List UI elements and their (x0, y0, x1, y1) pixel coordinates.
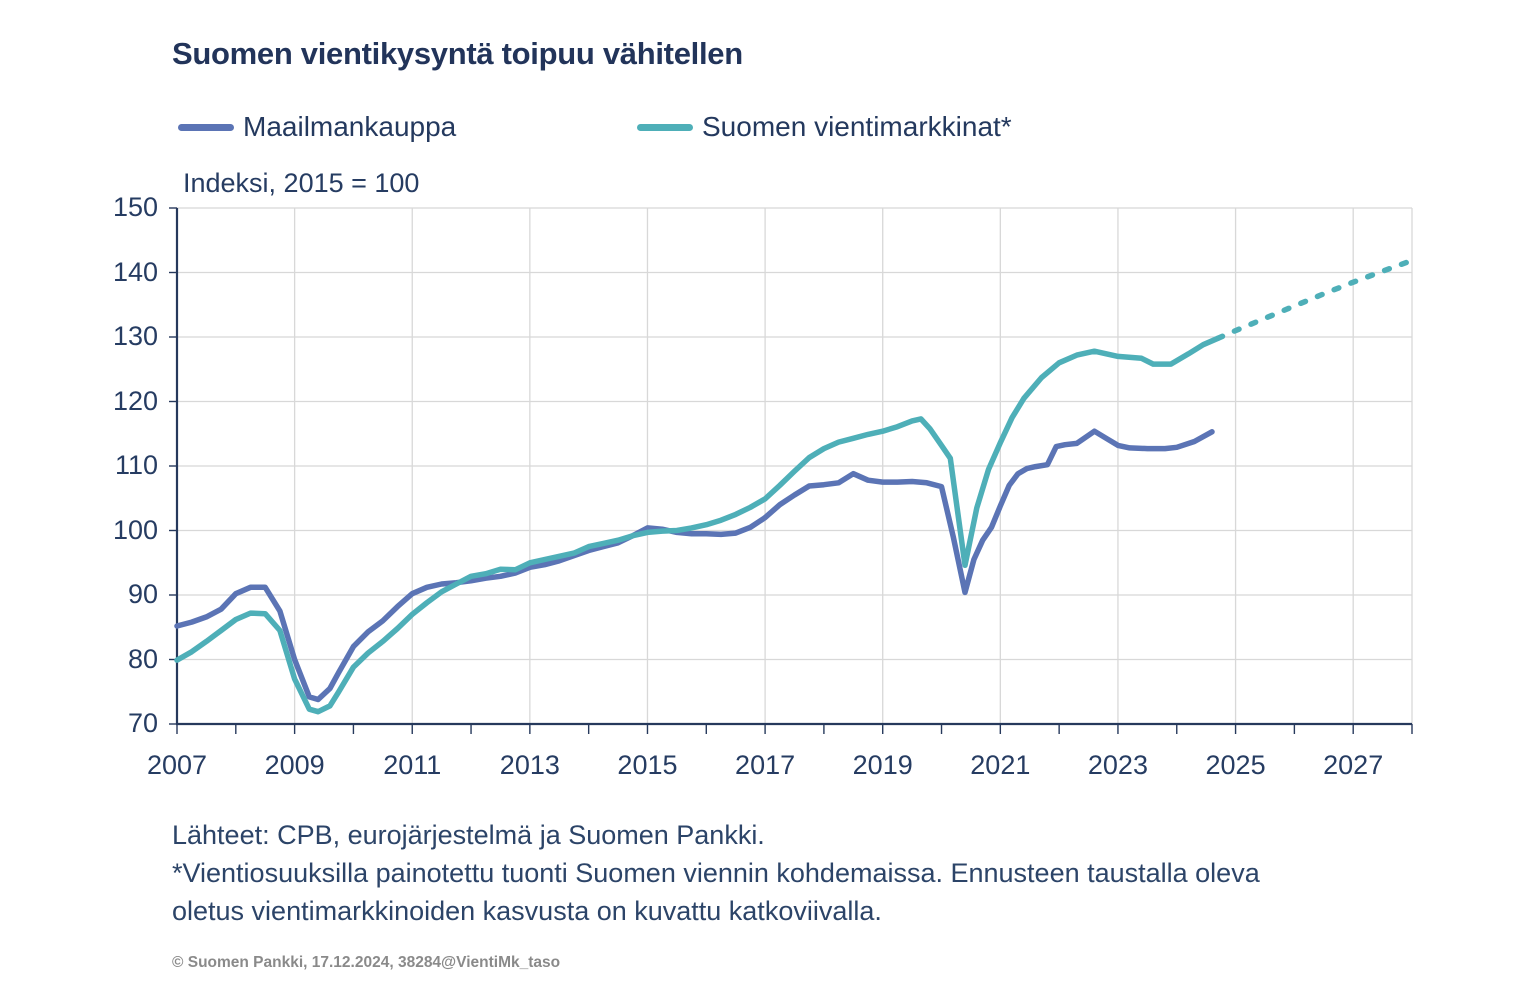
y-axis-tick-label: 120 (112, 385, 158, 416)
x-axis-tick-label: 2021 (970, 750, 1031, 780)
series-line-maailmankauppa (174, 428, 1215, 703)
footnote-line: oletus vientimarkkinoiden kasvusta on ku… (172, 896, 882, 926)
footnote-line: *Vientiosuuksilla painotettu tuonti Suom… (172, 858, 1260, 888)
legend-item-vientimarkkinat: Suomen vientimarkkinat* (637, 110, 1012, 144)
y-axis-tick-label: 100 (112, 514, 158, 545)
y-axis-tick-label: 90 (127, 579, 158, 609)
legend-item-maailmankauppa: Maailmankauppa (178, 110, 456, 144)
x-axis-tick-label: 2027 (1323, 750, 1384, 780)
x-axis-tick-label: 2019 (852, 750, 913, 780)
axis-unit-label: Indeksi, 2015 = 100 (183, 168, 420, 198)
series-line-suomen-vientimarkkinat (174, 335, 1221, 715)
copyright: © Suomen Pankki, 17.12.2024, 38284@Vient… (172, 954, 561, 971)
chart-title: Suomen vientikysyntä toipuu vähitellen (172, 36, 743, 71)
y-axis-tick-label: 80 (127, 643, 158, 674)
x-axis-tick-label: 2011 (383, 750, 442, 780)
x-axis-tick-label: 2009 (264, 750, 325, 780)
y-axis-tick-label: 130 (112, 321, 158, 351)
legend: Maailmankauppa Suomen vientimarkkinat* (0, 110, 1525, 144)
y-axis-tick-label: 70 (127, 708, 158, 738)
x-axis-tick-label: 2015 (617, 750, 678, 780)
x-axis-tick-label: 2013 (499, 750, 560, 780)
x-axis-tick-label: 2025 (1205, 750, 1266, 780)
y-axis-tick-label: 140 (112, 256, 158, 287)
x-axis-tick-label: 2023 (1087, 750, 1148, 780)
x-axis-tick-label: 2007 (146, 750, 208, 780)
x-axis-tick-label: 2017 (735, 750, 796, 780)
legend-swatch (178, 123, 234, 131)
legend-swatch (637, 123, 693, 131)
series-line-suomen-vientimarkkinat-ennuste (1215, 258, 1412, 342)
source-note: Lähteet: CPB, eurojärjestelmä ja Suomen … (172, 820, 765, 850)
legend-label: Suomen vientimarkkinat* (702, 111, 1012, 142)
y-axis-tick-label: 150 (112, 192, 158, 222)
legend-label: Maailmankauppa (243, 111, 457, 142)
y-axis-tick-label: 110 (114, 450, 158, 480)
